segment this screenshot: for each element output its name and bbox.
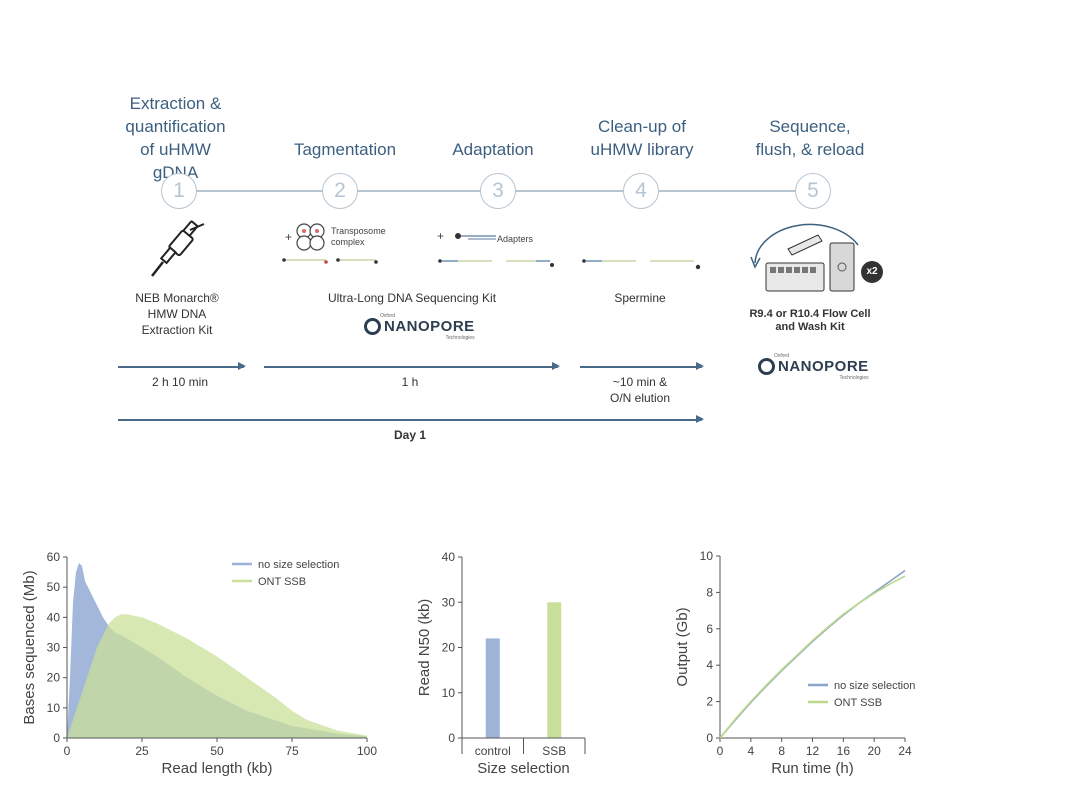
sequencer-reload-icon — [750, 223, 883, 292]
duration-step1: 2 h 10 min — [151, 375, 209, 389]
y-tick-label: 30 — [442, 595, 456, 609]
read-length-histogram: 0 10 20 30 40 50 60 0 25 50 75 100 Read length (kb) B… — [21, 550, 377, 777]
y-tick-label: 2 — [706, 695, 713, 709]
duration-arrow-step4 — [580, 363, 704, 369]
step-2-title: Tagmentation — [293, 140, 397, 159]
y-axis-label: Read N50 (kb) — [416, 599, 433, 697]
line-series-no-size-selection — [719, 569, 906, 739]
step-2-circle: 2 — [322, 173, 358, 209]
x-tick-label: 16 — [837, 744, 851, 758]
x-axis-label: Read length (kb) — [162, 760, 273, 777]
legend-label: ONT SSB — [834, 697, 882, 709]
legend-label: no size selection — [258, 559, 339, 571]
spermine-label: Spermine — [614, 291, 666, 305]
x-tick-label: 24 — [898, 744, 912, 758]
x-tick-label: control — [475, 744, 511, 758]
reload-badge: x2 — [866, 266, 878, 277]
step-5-circle: 5 — [795, 173, 831, 209]
legend-label: ONT SSB — [258, 576, 306, 588]
nanopore-logo-1: Oxford NANOPORE Technologies — [364, 313, 475, 341]
transposome-icon — [296, 223, 325, 251]
duration-arrow-step23 — [264, 363, 560, 369]
y-axis-label: Bases sequenced (Mb) — [21, 570, 38, 724]
y-tick-label: 6 — [706, 622, 713, 636]
duration-step23: 1 h — [401, 375, 419, 389]
x-tick-label: SSB — [542, 744, 566, 758]
y-tick-label: 0 — [448, 731, 455, 745]
ul-kit-label: Ultra-Long DNA Sequencing Kit — [327, 291, 497, 305]
duration-arrow-step1 — [118, 363, 246, 369]
step-4-circle: 4 — [623, 173, 659, 209]
x-tick-label: 25 — [135, 744, 149, 758]
cleaned-dna-icon — [582, 259, 701, 270]
y-tick-label: 10 — [442, 686, 456, 700]
x-tick-label: 100 — [357, 744, 377, 758]
flowcell-label: R9.4 or R10.4 Flow Cell and Wash Kit — [749, 308, 871, 333]
x-axis-label: Size selection — [477, 760, 570, 777]
x-tick-label: 20 — [867, 744, 881, 758]
plus-sign-2: + — [437, 229, 445, 243]
y-tick-label: 0 — [53, 731, 60, 745]
y-tick-label: 0 — [706, 731, 713, 745]
y-tick-label: 8 — [706, 585, 713, 599]
nanopore-logo-2: Oxford NANOPORE Technologies — [758, 353, 869, 381]
x-tick-label: 75 — [285, 744, 299, 758]
y-tick-label: 40 — [47, 610, 61, 624]
duration-arrow-day — [118, 416, 704, 422]
y-tick-label: 20 — [442, 641, 456, 655]
y-axis-label: Output (Gb) — [674, 607, 691, 686]
y-tick-label: 10 — [47, 701, 61, 715]
x-tick-label: 0 — [717, 744, 724, 758]
step-3-title: Adaptation — [452, 140, 534, 159]
x-tick-label: 4 — [747, 744, 754, 758]
duration-day: Day 1 — [393, 428, 427, 442]
pipette-icon — [151, 220, 205, 277]
bar-ssb — [547, 602, 562, 738]
line-series-ont-ssb — [719, 575, 906, 739]
y-tick-label: 50 — [47, 580, 61, 594]
transposome-label: Transposome complex — [331, 226, 386, 247]
duration-step4: ~10 min & O/N elution — [609, 375, 671, 405]
y-tick-label: 4 — [706, 658, 713, 672]
x-axis-label: Run time (h) — [771, 760, 854, 777]
adapter-icon — [455, 233, 496, 240]
x-tick-label: 0 — [64, 744, 71, 758]
y-tick-label: 20 — [47, 671, 61, 685]
x-tick-label: 12 — [806, 744, 820, 758]
y-tick-label: 10 — [700, 549, 714, 563]
adapted-dna-icon — [438, 259, 554, 267]
step-3-circle: 3 — [480, 173, 516, 209]
x-tick-label: 50 — [210, 744, 224, 758]
step-4-title: Clean-up of uHMW library — [590, 117, 694, 159]
tagmented-dna-icon — [282, 258, 378, 264]
plus-sign-1: + — [285, 230, 293, 244]
neb-kit-label: NEB Monarch® HMW DNA Extraction Kit — [135, 291, 219, 337]
read-n50-bar-chart: control SSB 0 10 20 30 40 Size selection Read N5… — [416, 550, 586, 777]
area-series-ont-ssb — [67, 614, 367, 738]
legend-label: no size selection — [834, 680, 915, 692]
bar-control — [485, 638, 500, 738]
y-tick-label: 60 — [47, 550, 61, 564]
y-tick-label: 30 — [47, 641, 61, 655]
y-tick-label: 40 — [442, 550, 456, 564]
x-tick-label: 8 — [778, 744, 785, 758]
adapters-label: Adapters — [497, 234, 534, 244]
step-5-title: Sequence, flush, & reload — [755, 117, 865, 159]
step-1-circle: 1 — [161, 173, 197, 209]
